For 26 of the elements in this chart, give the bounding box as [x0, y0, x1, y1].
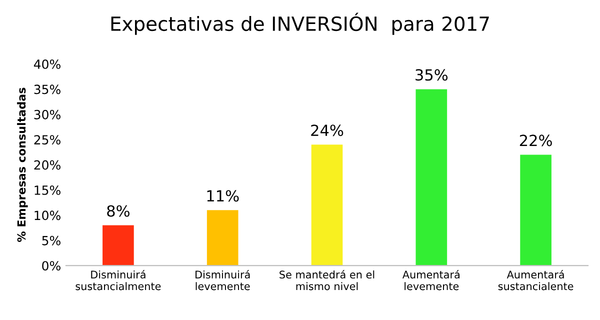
- bar: [416, 89, 448, 266]
- y-tick-label: 40%: [34, 59, 60, 69]
- data-label: 22%: [520, 134, 552, 146]
- data-label: 24%: [311, 124, 344, 136]
- y-tick-label: 15%: [34, 185, 60, 195]
- x-tick-label: Aumentará levemente: [402, 270, 460, 290]
- data-label: 35%: [416, 69, 448, 81]
- y-axis-title: % Empresas consultadas: [17, 88, 28, 242]
- x-tick-label: Disminuirá sustancialmente: [76, 270, 161, 290]
- bar: [206, 210, 238, 266]
- bar: [520, 154, 552, 266]
- y-tick-label: 0%: [42, 261, 60, 271]
- bar: [311, 144, 343, 266]
- bar: [102, 225, 134, 266]
- y-tick-label: 30%: [34, 110, 60, 120]
- y-tick-label: 10%: [34, 210, 60, 220]
- x-tick-label: Disminuirá levemente: [196, 270, 250, 290]
- x-tick-label: Se mantedrá en el mismo nivel: [280, 270, 374, 290]
- y-tick-label: 25%: [34, 135, 60, 145]
- y-tick-label: 20%: [34, 160, 60, 170]
- y-tick-label: 35%: [34, 84, 60, 94]
- chart-title: Expectativas de INVERSIÓN para 2017: [111, 12, 489, 35]
- data-label: 11%: [207, 190, 239, 202]
- x-tick-label: Aumentará sustancialente: [498, 270, 574, 290]
- data-label: 8%: [107, 205, 130, 217]
- y-tick-label: 5%: [42, 236, 60, 246]
